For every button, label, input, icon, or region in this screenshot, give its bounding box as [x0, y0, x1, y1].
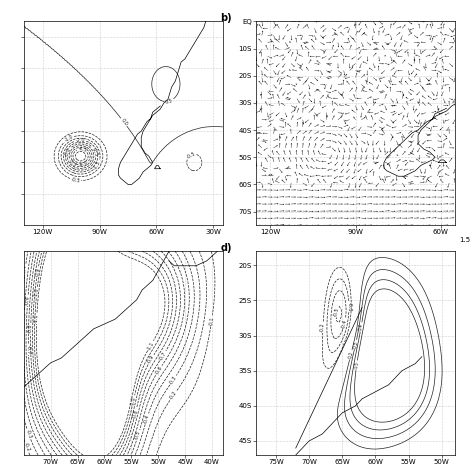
Text: -1.1: -1.1: [146, 340, 155, 351]
Text: -0.5: -0.5: [22, 311, 27, 320]
Text: -0.4: -0.4: [143, 414, 151, 424]
Text: -0.5: -0.5: [186, 151, 196, 159]
Text: -0.5: -0.5: [333, 306, 340, 317]
Text: -0.1: -0.1: [209, 316, 215, 326]
Text: -2.5: -2.5: [91, 146, 99, 157]
Text: -3.5: -3.5: [67, 158, 77, 168]
Text: -4.5: -4.5: [77, 146, 87, 153]
Text: 0.5: 0.5: [165, 98, 173, 105]
Text: -0.7: -0.7: [26, 345, 31, 354]
Text: -0.7: -0.7: [158, 350, 167, 361]
Text: 0.0: 0.0: [119, 118, 128, 127]
Text: -1.1: -1.1: [34, 313, 39, 323]
Text: -1.0: -1.0: [130, 396, 137, 406]
Text: 0.5: 0.5: [354, 361, 360, 369]
Text: 0.3: 0.3: [352, 340, 359, 349]
Text: -0.3: -0.3: [346, 302, 351, 311]
Text: -0.3: -0.3: [25, 428, 33, 439]
Text: 1.5: 1.5: [459, 237, 470, 243]
Text: d): d): [220, 243, 232, 253]
Text: -3.0: -3.0: [64, 146, 72, 157]
Text: 0.2: 0.2: [347, 350, 354, 359]
Text: 0.4: 0.4: [358, 323, 364, 331]
Text: -0.3: -0.3: [168, 375, 178, 385]
Text: -0.4: -0.4: [341, 319, 348, 329]
Text: -1.0: -1.0: [64, 134, 74, 143]
Text: -0.5: -0.5: [71, 177, 81, 183]
Text: -0.3: -0.3: [21, 246, 27, 256]
Text: -0.9: -0.9: [146, 354, 155, 365]
Text: -0.2: -0.2: [168, 391, 178, 401]
Text: -4.0: -4.0: [79, 161, 89, 168]
Text: -1.5: -1.5: [92, 160, 102, 171]
Text: -0.8: -0.8: [132, 409, 139, 419]
Text: -0.6: -0.6: [25, 295, 30, 305]
Text: b): b): [220, 13, 232, 23]
Text: -2.0: -2.0: [76, 138, 85, 143]
Text: -0.2: -0.2: [320, 322, 326, 332]
Text: -1.0: -1.0: [34, 288, 40, 298]
Text: -0.8: -0.8: [28, 324, 33, 333]
Text: -0.2: -0.2: [23, 442, 31, 453]
Text: -0.6: -0.6: [154, 365, 164, 376]
Text: -0.5: -0.5: [134, 430, 142, 441]
Text: -0.4: -0.4: [22, 264, 28, 274]
Text: -0.9: -0.9: [34, 267, 41, 277]
